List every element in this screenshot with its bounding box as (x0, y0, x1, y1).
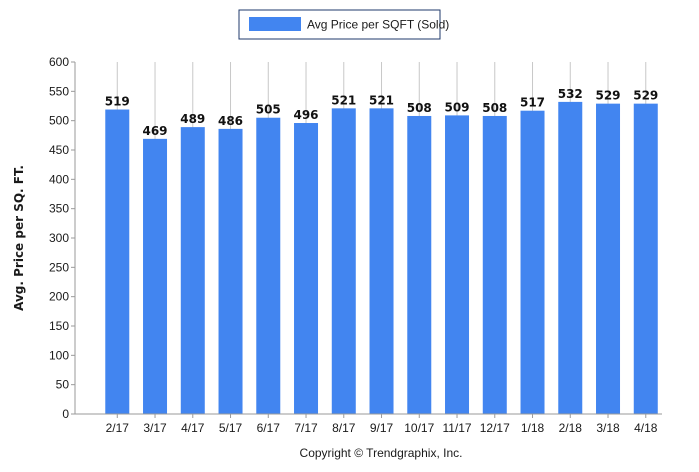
x-tick-label: 3/18 (596, 421, 620, 435)
bar-data-label: 469 (142, 124, 167, 138)
y-tick-label: 100 (49, 348, 69, 362)
bar (218, 128, 243, 414)
bar-data-label: 517 (520, 96, 545, 110)
x-tick-label: 5/17 (219, 421, 243, 435)
bar (143, 138, 168, 414)
legend-label: Avg Price per SQFT (Sold) (307, 18, 449, 32)
bar (105, 109, 130, 415)
bar (180, 127, 205, 415)
bar (558, 101, 583, 414)
x-tick-label: 4/18 (634, 421, 658, 435)
x-tick-label: 8/17 (332, 421, 356, 435)
bar (520, 110, 545, 415)
bar-data-label: 508 (482, 101, 507, 115)
x-tick-label: 4/17 (181, 421, 205, 435)
x-tick-label: 9/17 (370, 421, 394, 435)
y-tick-label: 500 (49, 114, 69, 128)
x-tick-label: 2/18 (559, 421, 583, 435)
bar-data-label: 505 (256, 103, 281, 117)
bar (294, 123, 319, 414)
bar (256, 117, 281, 414)
copyright-text: Copyright © Trendgraphix, Inc. (300, 446, 463, 460)
y-tick-label: 50 (56, 378, 70, 392)
x-tick-label: 11/17 (442, 421, 471, 435)
x-ticks: 2/17 3/17 4/17 5/17 6/17 7/17 8/17 9/17 10/17 11/… (106, 414, 658, 435)
bar (369, 108, 394, 414)
bar-data-label: 486 (218, 114, 243, 128)
bar-data-label: 496 (293, 108, 318, 122)
bar-data-label: 509 (444, 100, 469, 114)
y-tick-label: 600 (49, 55, 69, 69)
bar-data-label: 532 (558, 87, 583, 101)
x-tick-label: 1/18 (521, 421, 545, 435)
bar-data-label: 508 (407, 101, 432, 115)
bar-data-label: 529 (633, 89, 658, 103)
bar-data-label: 489 (180, 112, 205, 126)
bar (331, 108, 356, 414)
x-tick-label: 12/17 (480, 421, 510, 435)
y-tick-label: 300 (49, 231, 69, 245)
x-tick-label: 10/17 (404, 421, 434, 435)
y-tick-label: 550 (49, 84, 69, 98)
y-tick-label: 400 (49, 172, 69, 186)
bar-data-label: 521 (331, 93, 356, 107)
y-tick-label: 350 (49, 202, 69, 216)
x-tick-label: 3/17 (143, 421, 167, 435)
legend-swatch (249, 17, 301, 31)
bar-data-label: 521 (369, 93, 394, 107)
bar-data-label: 529 (595, 89, 620, 103)
bar (482, 115, 507, 415)
bar (407, 115, 432, 415)
x-tick-label: 6/17 (257, 421, 281, 435)
bar (633, 103, 658, 415)
bar (596, 103, 621, 415)
x-tick-label: 2/17 (106, 421, 130, 435)
y-tick-label: 450 (49, 143, 69, 157)
y-ticks: 0 50 100 150 200 250 300 350 400 450 500 550 600 (49, 55, 75, 421)
y-tick-label: 250 (49, 260, 69, 274)
x-tick-label: 7/17 (294, 421, 318, 435)
y-tick-label: 150 (49, 319, 69, 333)
bar-data-label: 519 (105, 95, 130, 109)
bars (105, 101, 658, 415)
y-axis-label: Avg. Price per SQ. FT. (12, 165, 26, 311)
y-tick-label: 200 (49, 290, 69, 304)
y-tick-label: 0 (62, 407, 69, 421)
bar (445, 115, 470, 415)
data-labels: 519 469 489 486 505 496 521 521 508 509 508 517 532 5… (105, 87, 659, 138)
legend: Avg Price per SQFT (Sold) (238, 9, 449, 40)
